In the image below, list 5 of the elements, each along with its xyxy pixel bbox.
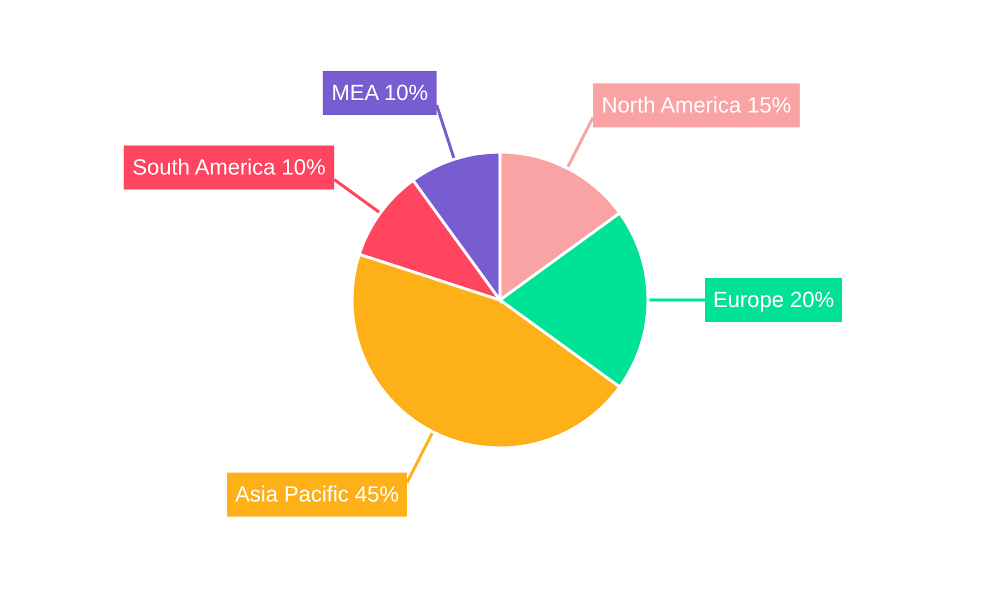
slice-label: South America 10% xyxy=(132,154,326,180)
slice-label: Europe 20% xyxy=(712,287,834,312)
slice-label: Asia Pacific 45% xyxy=(235,482,399,507)
slice-label: MEA 10% xyxy=(331,80,428,106)
slice-label: North America 15% xyxy=(602,92,792,118)
